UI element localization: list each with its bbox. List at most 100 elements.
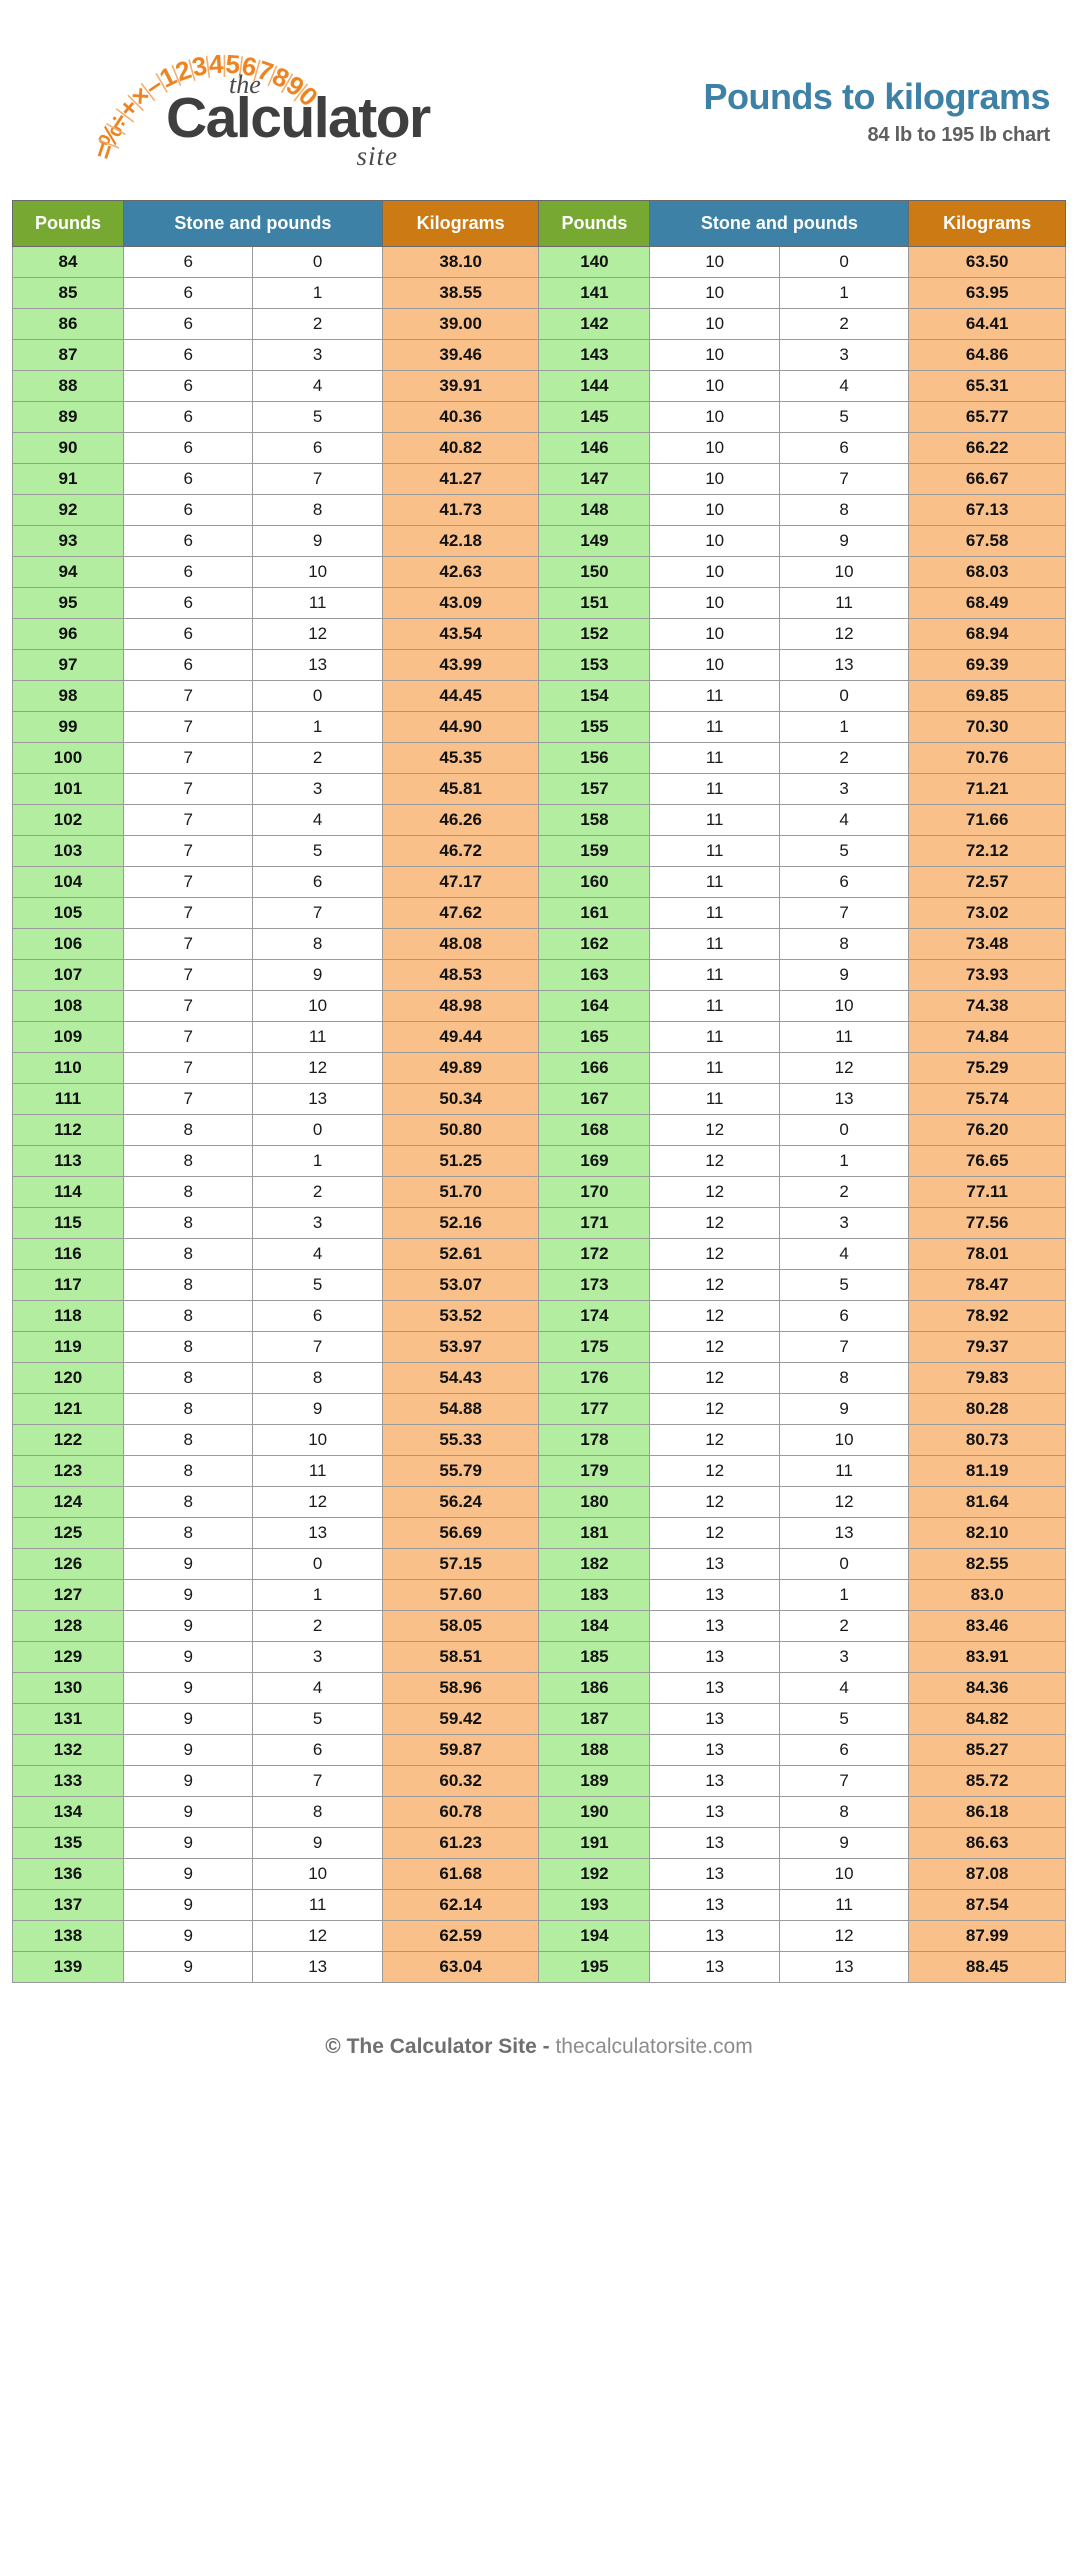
cell-kilograms-left: 43.54 bbox=[381, 618, 540, 650]
cell-stone-right: 11 bbox=[649, 1083, 780, 1115]
cell-kilograms-left: 42.18 bbox=[381, 525, 540, 557]
cell-stone-left: 8 bbox=[122, 1331, 254, 1363]
cell-kilograms-left: 53.52 bbox=[381, 1300, 540, 1332]
cell-stone-pounds-left: 9 bbox=[252, 1393, 383, 1425]
cell-stone-right: 12 bbox=[649, 1517, 780, 1549]
cell-stone-pounds-right: 7 bbox=[778, 897, 910, 929]
cell-stone-pounds-left: 13 bbox=[252, 649, 383, 681]
cell-pounds-right: 191 bbox=[538, 1827, 651, 1859]
table-row: 84 6 0 38.10 140 10 0 63.50 bbox=[12, 246, 1066, 278]
cell-stone-right: 10 bbox=[649, 463, 780, 495]
cell-stone-pounds-left: 3 bbox=[252, 773, 383, 805]
cell-stone-pounds-right: 1 bbox=[778, 277, 910, 309]
cell-pounds-right: 183 bbox=[538, 1579, 651, 1611]
cell-kilograms-left: 44.90 bbox=[381, 711, 540, 743]
cell-kilograms-right: 68.49 bbox=[908, 587, 1066, 619]
cell-stone-right: 10 bbox=[649, 246, 780, 278]
cell-kilograms-right: 72.12 bbox=[908, 835, 1066, 867]
cell-stone-pounds-right: 12 bbox=[778, 1920, 910, 1952]
cell-pounds-left: 118 bbox=[12, 1300, 124, 1332]
table-row: 102 7 4 46.26 158 11 4 71.66 bbox=[12, 804, 1066, 836]
cell-kilograms-left: 56.69 bbox=[381, 1517, 540, 1549]
cell-stone-right: 12 bbox=[649, 1331, 780, 1363]
cell-stone-left: 8 bbox=[122, 1269, 254, 1301]
cell-kilograms-left: 60.32 bbox=[381, 1765, 540, 1797]
cell-stone-right: 12 bbox=[649, 1176, 780, 1208]
cell-kilograms-right: 75.29 bbox=[908, 1052, 1066, 1084]
cell-stone-pounds-left: 13 bbox=[252, 1951, 383, 1983]
cell-stone-left: 6 bbox=[122, 494, 254, 526]
cell-stone-left: 9 bbox=[122, 1827, 254, 1859]
cell-stone-left: 6 bbox=[122, 308, 254, 340]
svg-text:6: 6 bbox=[239, 50, 259, 82]
cell-stone-right: 11 bbox=[649, 835, 780, 867]
cell-pounds-right: 187 bbox=[538, 1703, 651, 1735]
cell-pounds-right: 185 bbox=[538, 1641, 651, 1673]
cell-kilograms-left: 48.53 bbox=[381, 959, 540, 991]
cell-stone-pounds-left: 6 bbox=[252, 866, 383, 898]
cell-stone-right: 13 bbox=[649, 1641, 780, 1673]
table-row: 112 8 0 50.80 168 12 0 76.20 bbox=[12, 1114, 1066, 1146]
cell-kilograms-left: 60.78 bbox=[381, 1796, 540, 1828]
cell-stone-right: 13 bbox=[649, 1579, 780, 1611]
cell-stone-left: 8 bbox=[122, 1486, 254, 1518]
cell-stone-pounds-left: 11 bbox=[252, 1455, 383, 1487]
table-row: 114 8 2 51.70 170 12 2 77.11 bbox=[12, 1176, 1066, 1208]
cell-kilograms-left: 40.36 bbox=[381, 401, 540, 433]
cell-stone-pounds-right: 1 bbox=[778, 1145, 910, 1177]
cell-kilograms-left: 50.34 bbox=[381, 1083, 540, 1115]
cell-stone-right: 10 bbox=[649, 618, 780, 650]
cell-pounds-left: 113 bbox=[12, 1145, 124, 1177]
cell-stone-pounds-right: 8 bbox=[778, 928, 910, 960]
cell-stone-pounds-right: 6 bbox=[778, 1300, 910, 1332]
cell-kilograms-left: 48.98 bbox=[381, 990, 540, 1022]
cell-pounds-left: 96 bbox=[12, 618, 124, 650]
cell-stone-right: 10 bbox=[649, 370, 780, 402]
cell-stone-right: 10 bbox=[649, 432, 780, 464]
cell-kilograms-right: 66.67 bbox=[908, 463, 1066, 495]
cell-pounds-right: 148 bbox=[538, 494, 651, 526]
cell-pounds-right: 169 bbox=[538, 1145, 651, 1177]
cell-stone-pounds-left: 12 bbox=[252, 1052, 383, 1084]
cell-pounds-left: 133 bbox=[12, 1765, 124, 1797]
cell-stone-left: 6 bbox=[122, 401, 254, 433]
cell-stone-pounds-left: 9 bbox=[252, 1827, 383, 1859]
svg-text:3: 3 bbox=[189, 50, 209, 82]
cell-pounds-left: 129 bbox=[12, 1641, 124, 1673]
svg-text:5: 5 bbox=[225, 49, 242, 80]
conversion-table: Pounds Stone and pounds Kilograms Pounds… bbox=[12, 200, 1066, 1983]
cell-stone-right: 13 bbox=[649, 1951, 780, 1983]
cell-pounds-left: 106 bbox=[12, 928, 124, 960]
cell-pounds-right: 144 bbox=[538, 370, 651, 402]
cell-kilograms-right: 66.22 bbox=[908, 432, 1066, 464]
cell-stone-right: 11 bbox=[649, 773, 780, 805]
cell-kilograms-left: 63.04 bbox=[381, 1951, 540, 1983]
cell-pounds-left: 119 bbox=[12, 1331, 124, 1363]
cell-stone-pounds-left: 12 bbox=[252, 618, 383, 650]
table-row: 128 9 2 58.05 184 13 2 83.46 bbox=[12, 1610, 1066, 1642]
cell-kilograms-left: 45.35 bbox=[381, 742, 540, 774]
cell-stone-left: 9 bbox=[122, 1734, 254, 1766]
cell-kilograms-left: 57.15 bbox=[381, 1548, 540, 1580]
table-row: 119 8 7 53.97 175 12 7 79.37 bbox=[12, 1331, 1066, 1363]
cell-stone-pounds-right: 9 bbox=[778, 525, 910, 557]
cell-kilograms-left: 53.07 bbox=[381, 1269, 540, 1301]
page-footer: © The Calculator Site - thecalculatorsit… bbox=[0, 1983, 1078, 2081]
cell-kilograms-left: 41.73 bbox=[381, 494, 540, 526]
cell-pounds-right: 146 bbox=[538, 432, 651, 464]
cell-kilograms-left: 62.59 bbox=[381, 1920, 540, 1952]
cell-pounds-left: 111 bbox=[12, 1083, 124, 1115]
cell-stone-pounds-right: 6 bbox=[778, 866, 910, 898]
cell-kilograms-left: 38.10 bbox=[381, 246, 540, 278]
cell-stone-pounds-right: 4 bbox=[778, 1238, 910, 1270]
cell-stone-right: 11 bbox=[649, 1052, 780, 1084]
cell-stone-pounds-left: 6 bbox=[252, 432, 383, 464]
cell-stone-pounds-left: 12 bbox=[252, 1920, 383, 1952]
cell-stone-pounds-right: 8 bbox=[778, 494, 910, 526]
cell-kilograms-left: 62.14 bbox=[381, 1889, 540, 1921]
cell-stone-left: 7 bbox=[122, 897, 254, 929]
cell-pounds-right: 163 bbox=[538, 959, 651, 991]
cell-kilograms-left: 49.44 bbox=[381, 1021, 540, 1053]
site-logo[interactable]: =% ÷ + × –1 2 3 4 5 6 7 8 9 0 the Calculator site bbox=[28, 14, 448, 194]
cell-pounds-right: 162 bbox=[538, 928, 651, 960]
